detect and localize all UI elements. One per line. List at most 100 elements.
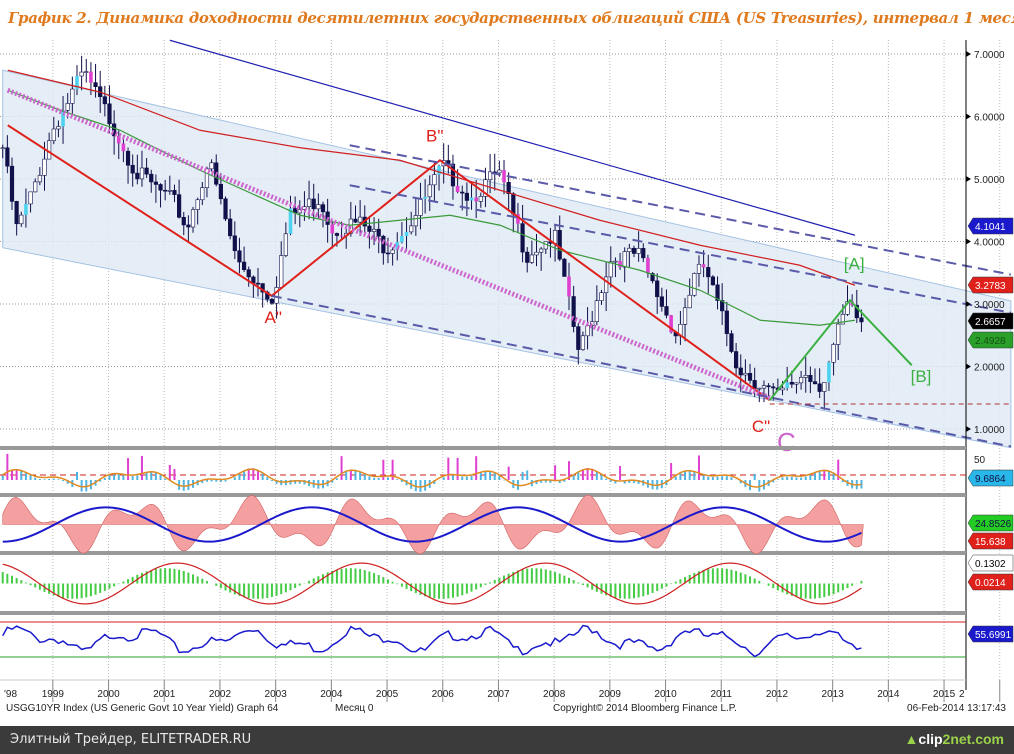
macd-bar [605, 583, 608, 596]
price-tag [967, 312, 1014, 330]
macd-bar [804, 583, 807, 599]
dmi-fill [2, 494, 864, 555]
histogram-bar [609, 480, 612, 482]
histogram-bar [233, 477, 236, 480]
histogram-bar [619, 465, 622, 480]
histogram-bar [684, 470, 687, 480]
candle [353, 218, 358, 223]
candle [130, 164, 135, 174]
candle [339, 235, 344, 237]
candle [687, 294, 692, 309]
panel-tag-value: 0.0214 [975, 578, 1006, 589]
candle [5, 147, 10, 167]
series-ma-short [7, 89, 856, 326]
macd-bar [730, 569, 733, 584]
candle [534, 251, 539, 256]
candle [450, 163, 456, 187]
macd-bar [252, 583, 255, 599]
candle [794, 382, 799, 385]
candle [576, 326, 581, 350]
candle [70, 88, 75, 104]
macd-bar [809, 583, 812, 599]
macd-bar [363, 570, 366, 584]
histogram-bar [860, 480, 863, 489]
panel-tag [967, 532, 1014, 550]
macd-bar [586, 583, 589, 588]
annotation-label: B" [426, 127, 443, 146]
candle [646, 257, 650, 274]
macd-bar [108, 583, 111, 589]
candle [487, 171, 493, 181]
y-tick [966, 363, 971, 370]
histogram-bar [461, 476, 464, 480]
macd-bar [433, 583, 436, 599]
candle [552, 230, 558, 244]
candle [511, 193, 516, 215]
panel-tag-value: 0.1302 [975, 559, 1006, 570]
candle [636, 248, 641, 254]
histogram-bar [577, 472, 580, 480]
macd-bar [795, 583, 798, 598]
macd-bar [646, 583, 649, 595]
candle [437, 165, 441, 175]
histogram-bar [721, 476, 724, 480]
macd-bar [674, 581, 677, 584]
histogram-bar [11, 469, 14, 480]
macd-bar [684, 577, 687, 584]
candle [738, 367, 743, 376]
macd-bar [568, 577, 571, 584]
macd-bar [331, 570, 334, 584]
histogram-bar [753, 473, 756, 480]
histogram-bar [80, 480, 83, 492]
candle [831, 344, 836, 363]
macd-bar [140, 572, 143, 584]
histogram-bar [145, 472, 148, 480]
histogram-bar [20, 470, 23, 480]
macd-bar [89, 583, 92, 597]
candle [218, 183, 223, 200]
macd-bar [526, 568, 529, 584]
candle [659, 296, 664, 307]
x-tick-label: 2013 [822, 689, 845, 700]
y-tick [966, 176, 971, 182]
histogram-bar [113, 474, 116, 480]
macd-bar [219, 583, 222, 589]
macd-bar [814, 583, 817, 599]
macd-bar [702, 570, 705, 584]
histogram-bar [568, 461, 571, 480]
x-tick-label: 2011 [710, 689, 732, 700]
histogram-bar [809, 474, 812, 480]
histogram-bar [52, 478, 55, 480]
macd-bar [308, 580, 311, 584]
macd-bar [270, 583, 273, 598]
histogram-bar [786, 476, 789, 480]
histogram-bar [368, 476, 371, 480]
macd-bar [247, 583, 250, 599]
histogram-bar [136, 475, 139, 480]
y-tick-label: 6.0000 [974, 113, 1005, 124]
histogram-bar [804, 476, 807, 480]
macd-bar [637, 583, 640, 598]
macd-bar [600, 583, 603, 594]
histogram-bar [433, 480, 436, 484]
candle [395, 242, 400, 250]
candle [497, 169, 502, 174]
histogram-bar [707, 476, 710, 480]
y-tick-label: 5.0000 [974, 175, 1005, 186]
macd-bar [201, 578, 204, 584]
macd-bar [266, 583, 269, 598]
candle [288, 208, 293, 234]
candle [478, 196, 483, 202]
candle [822, 381, 827, 392]
macd-bar [400, 583, 403, 587]
candle [539, 248, 544, 253]
candle [724, 310, 729, 334]
macd-bar [62, 583, 65, 598]
y-tick [966, 51, 971, 57]
macd-bar [99, 583, 102, 593]
macd-bar [159, 568, 162, 584]
histogram-bar [535, 480, 538, 485]
macd-bar [410, 583, 413, 592]
candle [28, 191, 33, 205]
histogram-bar [164, 478, 167, 480]
